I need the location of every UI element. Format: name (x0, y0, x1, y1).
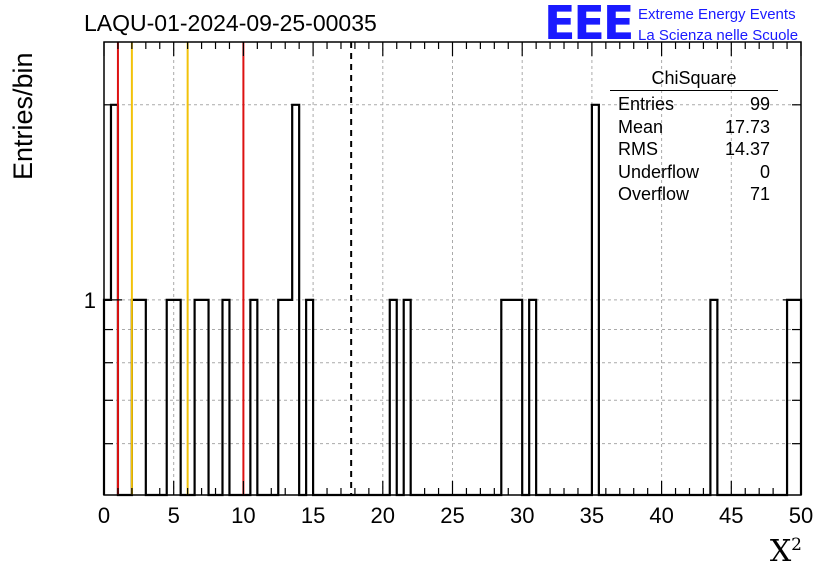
histogram-bin (132, 300, 139, 495)
x-tick-label: 20 (371, 503, 395, 528)
x-tick-label: 30 (510, 503, 534, 528)
x-tick-label: 45 (719, 503, 743, 528)
stats-label: RMS (618, 139, 658, 159)
histogram-bin (508, 300, 515, 495)
logo-line-1: Extreme Energy Events (638, 6, 796, 23)
histogram-bin (501, 300, 508, 495)
stats-value: 17.73 (724, 116, 770, 137)
x-tick-label: 40 (649, 503, 673, 528)
x-tick-label: 25 (440, 503, 464, 528)
histogram-bin (250, 300, 257, 495)
stats-row-overflow: Overflow 71 (610, 184, 778, 207)
stats-box-title: ChiSquare (610, 68, 778, 91)
eee-logo-mark: EEE (544, 0, 634, 50)
grid-lines (104, 42, 801, 495)
y-axis-label: Entries/bin (8, 52, 38, 180)
histogram-bin (390, 300, 397, 495)
stats-box: ChiSquare Entries 99 Mean 17.73 RMS 14.3… (610, 68, 778, 207)
histogram-bin (404, 300, 411, 495)
x-tick-label: 0 (98, 503, 110, 528)
stats-label: Entries (618, 94, 675, 114)
stats-row-underflow: Underflow 0 (610, 162, 778, 185)
stats-value: 14.37 (724, 139, 770, 159)
histogram-bin (222, 300, 229, 495)
stats-value: 99 (749, 94, 770, 114)
axis-ticks: 0 5 10 15 20 25 30 35 40 45 50 1 (84, 42, 813, 528)
histogram-bin (195, 300, 202, 495)
histogram-bin (306, 300, 313, 495)
histogram-bin (174, 300, 181, 495)
x-axis-label: X2 (770, 534, 802, 569)
histogram-bin (592, 105, 599, 495)
histogram-bin (167, 300, 174, 495)
stats-label: Mean (618, 116, 664, 137)
histogram-bin (202, 300, 209, 495)
x-tick-label: 50 (789, 503, 813, 528)
stats-row-entries: Entries 99 (610, 94, 778, 117)
x-tick-label: 35 (580, 503, 604, 528)
x-axis-label-superscript: 2 (791, 535, 802, 555)
stats-label: Underflow (618, 161, 700, 182)
histogram-bin (515, 300, 522, 495)
x-tick-label: 10 (231, 503, 255, 528)
y-tick-label: 1 (84, 288, 96, 313)
x-tick-label: 5 (168, 503, 180, 528)
x-tick-label: 15 (301, 503, 325, 528)
histogram-bin (529, 300, 536, 495)
stats-row-mean: Mean 17.73 (610, 117, 778, 140)
chart-title: LAQU-01-2024-09-25-00035 (84, 10, 377, 36)
stats-value: 0 (759, 161, 770, 182)
histogram-bin (285, 300, 292, 495)
stats-value: 71 (749, 184, 770, 204)
reference-lines (116, 42, 353, 495)
stats-label: Overflow (618, 184, 690, 204)
x-axis-label-base: X (769, 534, 792, 569)
histogram-bin (278, 300, 285, 495)
histogram-bin (292, 105, 299, 495)
histogram-bin (139, 300, 146, 495)
stats-row-rms: RMS 14.37 (610, 139, 778, 162)
logo-line-2: La Scienza nelle Scuole (638, 27, 799, 44)
histogram-bin (710, 300, 717, 495)
